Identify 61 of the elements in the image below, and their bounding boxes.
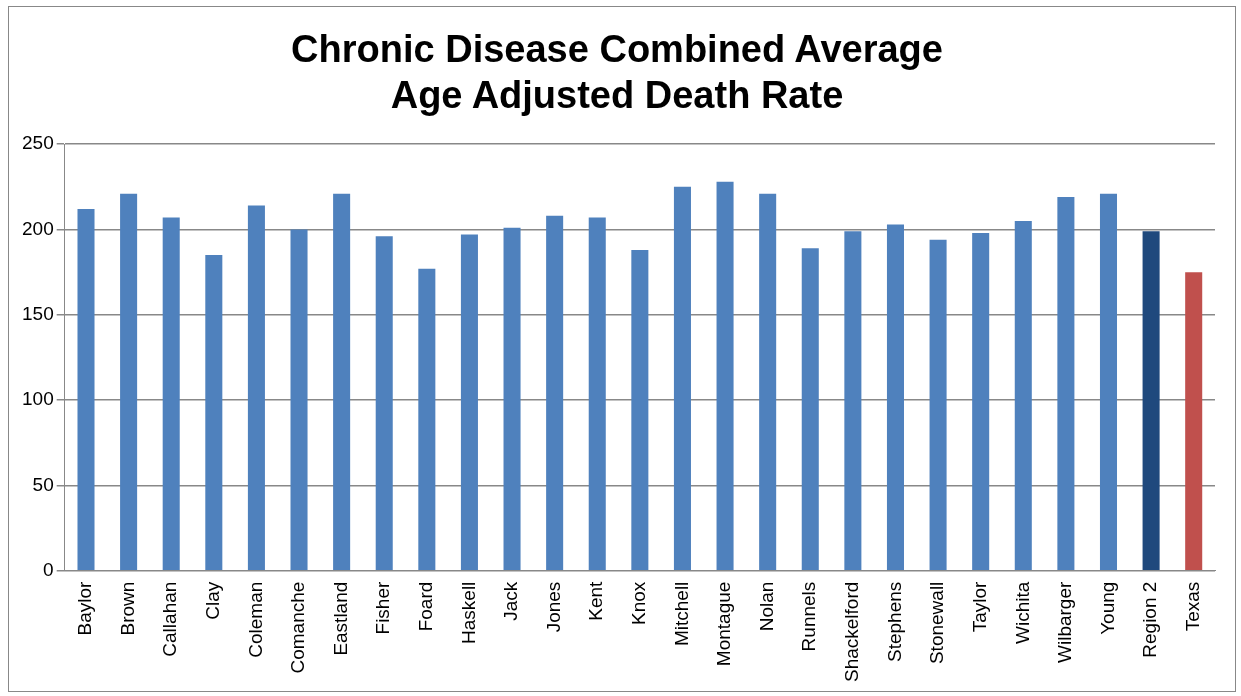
x-tick-label: Foard [415, 581, 437, 632]
y-tick-label: 150 [22, 303, 54, 325]
x-tick-label: Fisher [372, 581, 394, 635]
x-tick-label: Nolan [755, 581, 777, 632]
x-tick-label: Knox [628, 581, 650, 625]
x-tick-label: Wilbarger [1054, 581, 1076, 663]
bar [1014, 220, 1032, 570]
x-tick-label: Shackelford [841, 581, 863, 683]
y-tick-label: 100 [22, 388, 54, 410]
bar [162, 217, 180, 570]
bar [205, 255, 223, 570]
bar [759, 193, 777, 570]
bar [503, 227, 521, 570]
x-tick-label: Comanche [287, 581, 309, 674]
y-tick-label: 250 [22, 132, 54, 154]
x-tick-label: Jack [500, 581, 522, 621]
x-tick-label: Haskell [457, 581, 479, 644]
bar [247, 205, 265, 570]
x-tick-label: Baylor [74, 581, 96, 636]
bar [1185, 272, 1203, 570]
bar [77, 209, 95, 570]
y-tick-label: 200 [22, 217, 54, 239]
bar [844, 231, 862, 570]
bar [1099, 193, 1118, 570]
bar [120, 193, 138, 570]
chart-title: Chronic Disease Combined Average Age Adjusted Death Rate [291, 28, 943, 116]
x-tick-label: Texas [1181, 581, 1203, 632]
bar [418, 268, 436, 570]
bar [333, 193, 351, 570]
x-tick-label: Region 2 [1139, 581, 1161, 658]
x-tick-label: Eastland [329, 581, 351, 656]
x-tick-label: Coleman [244, 581, 266, 658]
bar [972, 232, 990, 570]
bar [886, 224, 904, 570]
bar [929, 239, 947, 570]
x-tick-label: Clay [202, 581, 224, 620]
bar [290, 229, 308, 570]
bar [588, 217, 606, 570]
x-tick-label: Taylor [968, 581, 990, 633]
x-tick-label: Jones [542, 581, 564, 633]
bar [631, 249, 649, 570]
bar [1142, 231, 1160, 570]
y-tick-label: 0 [43, 558, 54, 580]
bar [716, 181, 734, 570]
x-tick-label: Brown [116, 581, 138, 636]
x-tick-label: Montague [713, 581, 735, 667]
x-tick-label: Stephens [883, 581, 905, 662]
x-tick-label: Mitchell [670, 581, 692, 647]
bar [673, 186, 691, 570]
bar [375, 236, 393, 570]
x-tick-label: Young [1096, 581, 1118, 635]
bar [546, 215, 564, 570]
x-tick-label: Wichita [1011, 581, 1033, 644]
x-tick-label: Runnels [798, 581, 820, 652]
y-tick-label: 50 [32, 473, 54, 495]
x-tick-label: Callahan [159, 581, 181, 657]
bar [801, 248, 819, 570]
x-tick-label: Kent [585, 580, 607, 621]
x-tick-label: Stonewall [926, 581, 948, 665]
bar [460, 234, 478, 570]
bar [1057, 197, 1075, 570]
